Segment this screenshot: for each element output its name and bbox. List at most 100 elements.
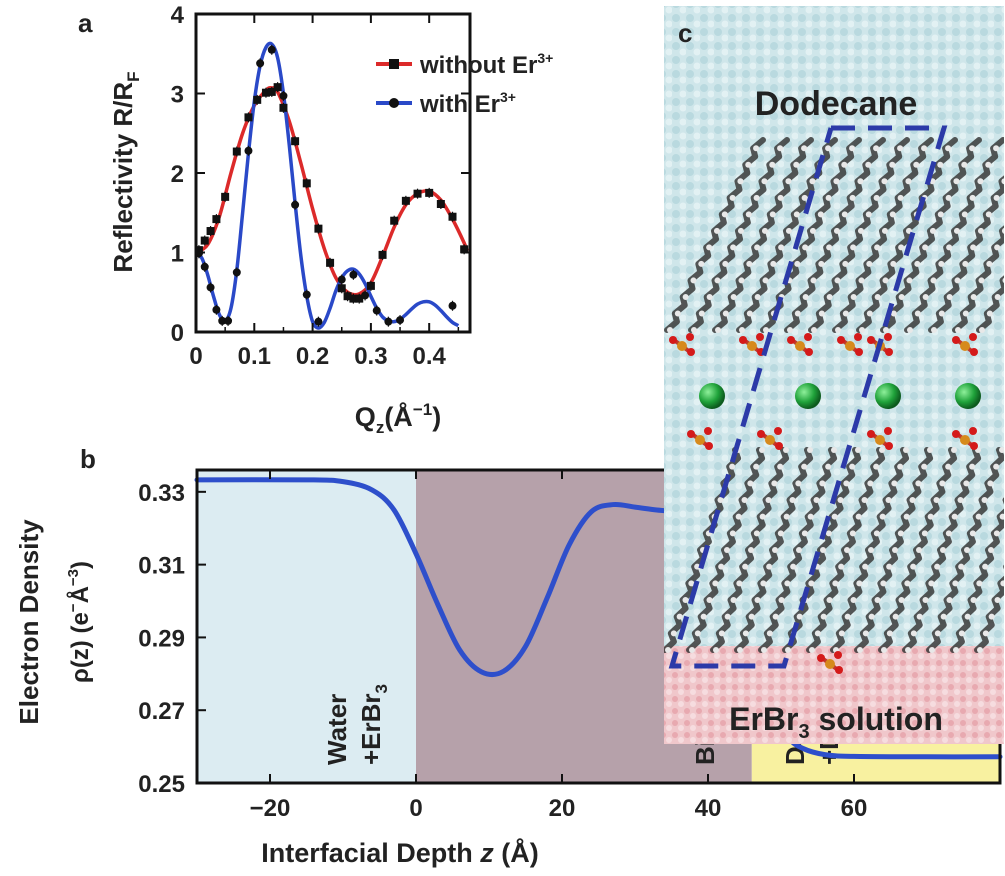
hydrogen-atom [855,513,862,520]
hydrogen-atom [954,277,961,284]
hydrogen-atom [928,580,935,587]
hydrogen-atom [970,244,977,251]
hydrogen-atom [977,647,983,653]
hydrogen-atom [916,613,923,620]
chart-a: 0 0.1 0.2 0.3 0.4 0 1 2 3 4 without Er3+ with Er3… [108,2,553,437]
hydrogen-atom [841,161,848,168]
hydrogen-atom [667,327,673,333]
hydrogen-atom [1001,178,1004,185]
oxygen-atom [774,427,782,435]
hydrogen-atom [838,563,845,570]
hydrogen-atom [951,447,957,453]
hydrogen-atom [857,227,864,234]
data-point-without-28 [460,245,469,254]
hydrogen-atom [890,260,897,267]
hydrogen-atom [676,613,683,620]
hydrogen-atom [873,145,880,152]
data-point-without-16 [337,284,346,293]
x-tick-label: 60 [841,795,868,822]
hydrogen-atom [793,161,800,168]
hydrogen-atom [850,244,857,251]
oxygen-atom [687,348,695,356]
panel-b-letter: b [80,444,96,474]
hydrogen-atom [886,630,893,637]
hydrogen-atom [730,597,737,603]
hydrogen-atom [940,613,947,620]
chart-b-ylabel-line1: Electron Density [14,519,44,725]
data-point-without-23 [401,196,410,205]
y-tick-label: 0.31 [138,553,185,580]
hydrogen-atom [962,260,969,267]
y-tick-label: 2 [171,161,184,188]
hydrogen-atom [898,597,905,603]
y-tick-label: 3 [171,82,184,109]
hydrogen-atom [785,227,792,234]
hydrogen-atom [880,580,887,587]
oxygen-atom [787,336,795,344]
hydrogen-atom [753,145,760,152]
hydrogen-atom [897,463,904,470]
data-point-without-6 [244,113,253,122]
data-point-without-18 [349,294,358,303]
hydrogen-atom [777,145,784,152]
hydrogen-atom [729,530,736,537]
oxygen-atom [757,430,765,438]
hydrogen-atom [777,463,784,470]
x-tick-label: 20 [549,795,576,822]
x-tick-label: 0.4 [413,343,447,370]
hydrogen-atom [794,260,801,267]
hydrogen-atom [987,480,994,487]
hydrogen-atom [795,480,802,487]
y-tick-label: 0.33 [138,480,185,507]
hydrogen-atom [820,547,826,553]
chart-a-legend: without Er3+ with Er3+ [376,50,553,118]
hydrogen-atom [730,293,737,300]
hydrogen-atom [759,447,765,453]
hydrogen-atom [929,647,935,653]
hydrogen-atom [844,613,851,620]
hydrogen-atom [969,145,976,152]
hydrogen-atom [706,244,713,251]
data-point-with-15 [349,270,358,279]
hydrogen-atom [1001,228,1004,234]
hydrogen-atom [737,178,744,185]
hydrogen-atom [746,310,753,317]
hydrogen-atom [898,244,905,251]
hydrogen-atom [772,613,779,620]
data-point-with-6 [232,268,241,277]
oxygen-atom [739,336,747,344]
hydrogen-atom [886,563,893,570]
hydrogen-atom [745,161,752,168]
hydrogen-atom [945,530,952,537]
erbium-ion-3 [955,383,981,409]
simulation-snapshot [664,6,1004,744]
data-point-with-14 [337,275,346,284]
hydrogen-atom [915,480,922,487]
y-tick-label: 0.29 [138,625,185,652]
y-tick-label: 0.25 [138,771,185,798]
phosphorus-atom [960,435,970,445]
hydrogen-atom [909,497,916,503]
hydrogen-atom [922,597,929,603]
hydrogen-atom [945,463,952,470]
data-point-with-4 [218,316,227,325]
hydrogen-atom [958,563,965,570]
hydrogen-atom [718,630,725,637]
data-point-without-15 [326,258,335,267]
hydrogen-atom [724,613,731,620]
data-point-without-26 [436,200,445,209]
hydrogen-atom [809,647,815,653]
oxygen-atom [705,442,713,450]
hydrogen-atom [766,630,773,637]
data-point-without-21 [378,250,387,259]
data-point-with-7 [244,146,253,155]
hydrogen-atom [783,447,789,453]
hydrogen-atom [874,244,881,251]
hydrogen-atom [927,447,933,453]
hydrogen-atom [825,145,832,152]
hydrogen-atom [993,145,1000,152]
hydrogen-atom [841,211,848,218]
hydrogen-atom [742,630,749,637]
oxygen-atom [835,666,843,674]
oxygen-atom [854,333,862,341]
